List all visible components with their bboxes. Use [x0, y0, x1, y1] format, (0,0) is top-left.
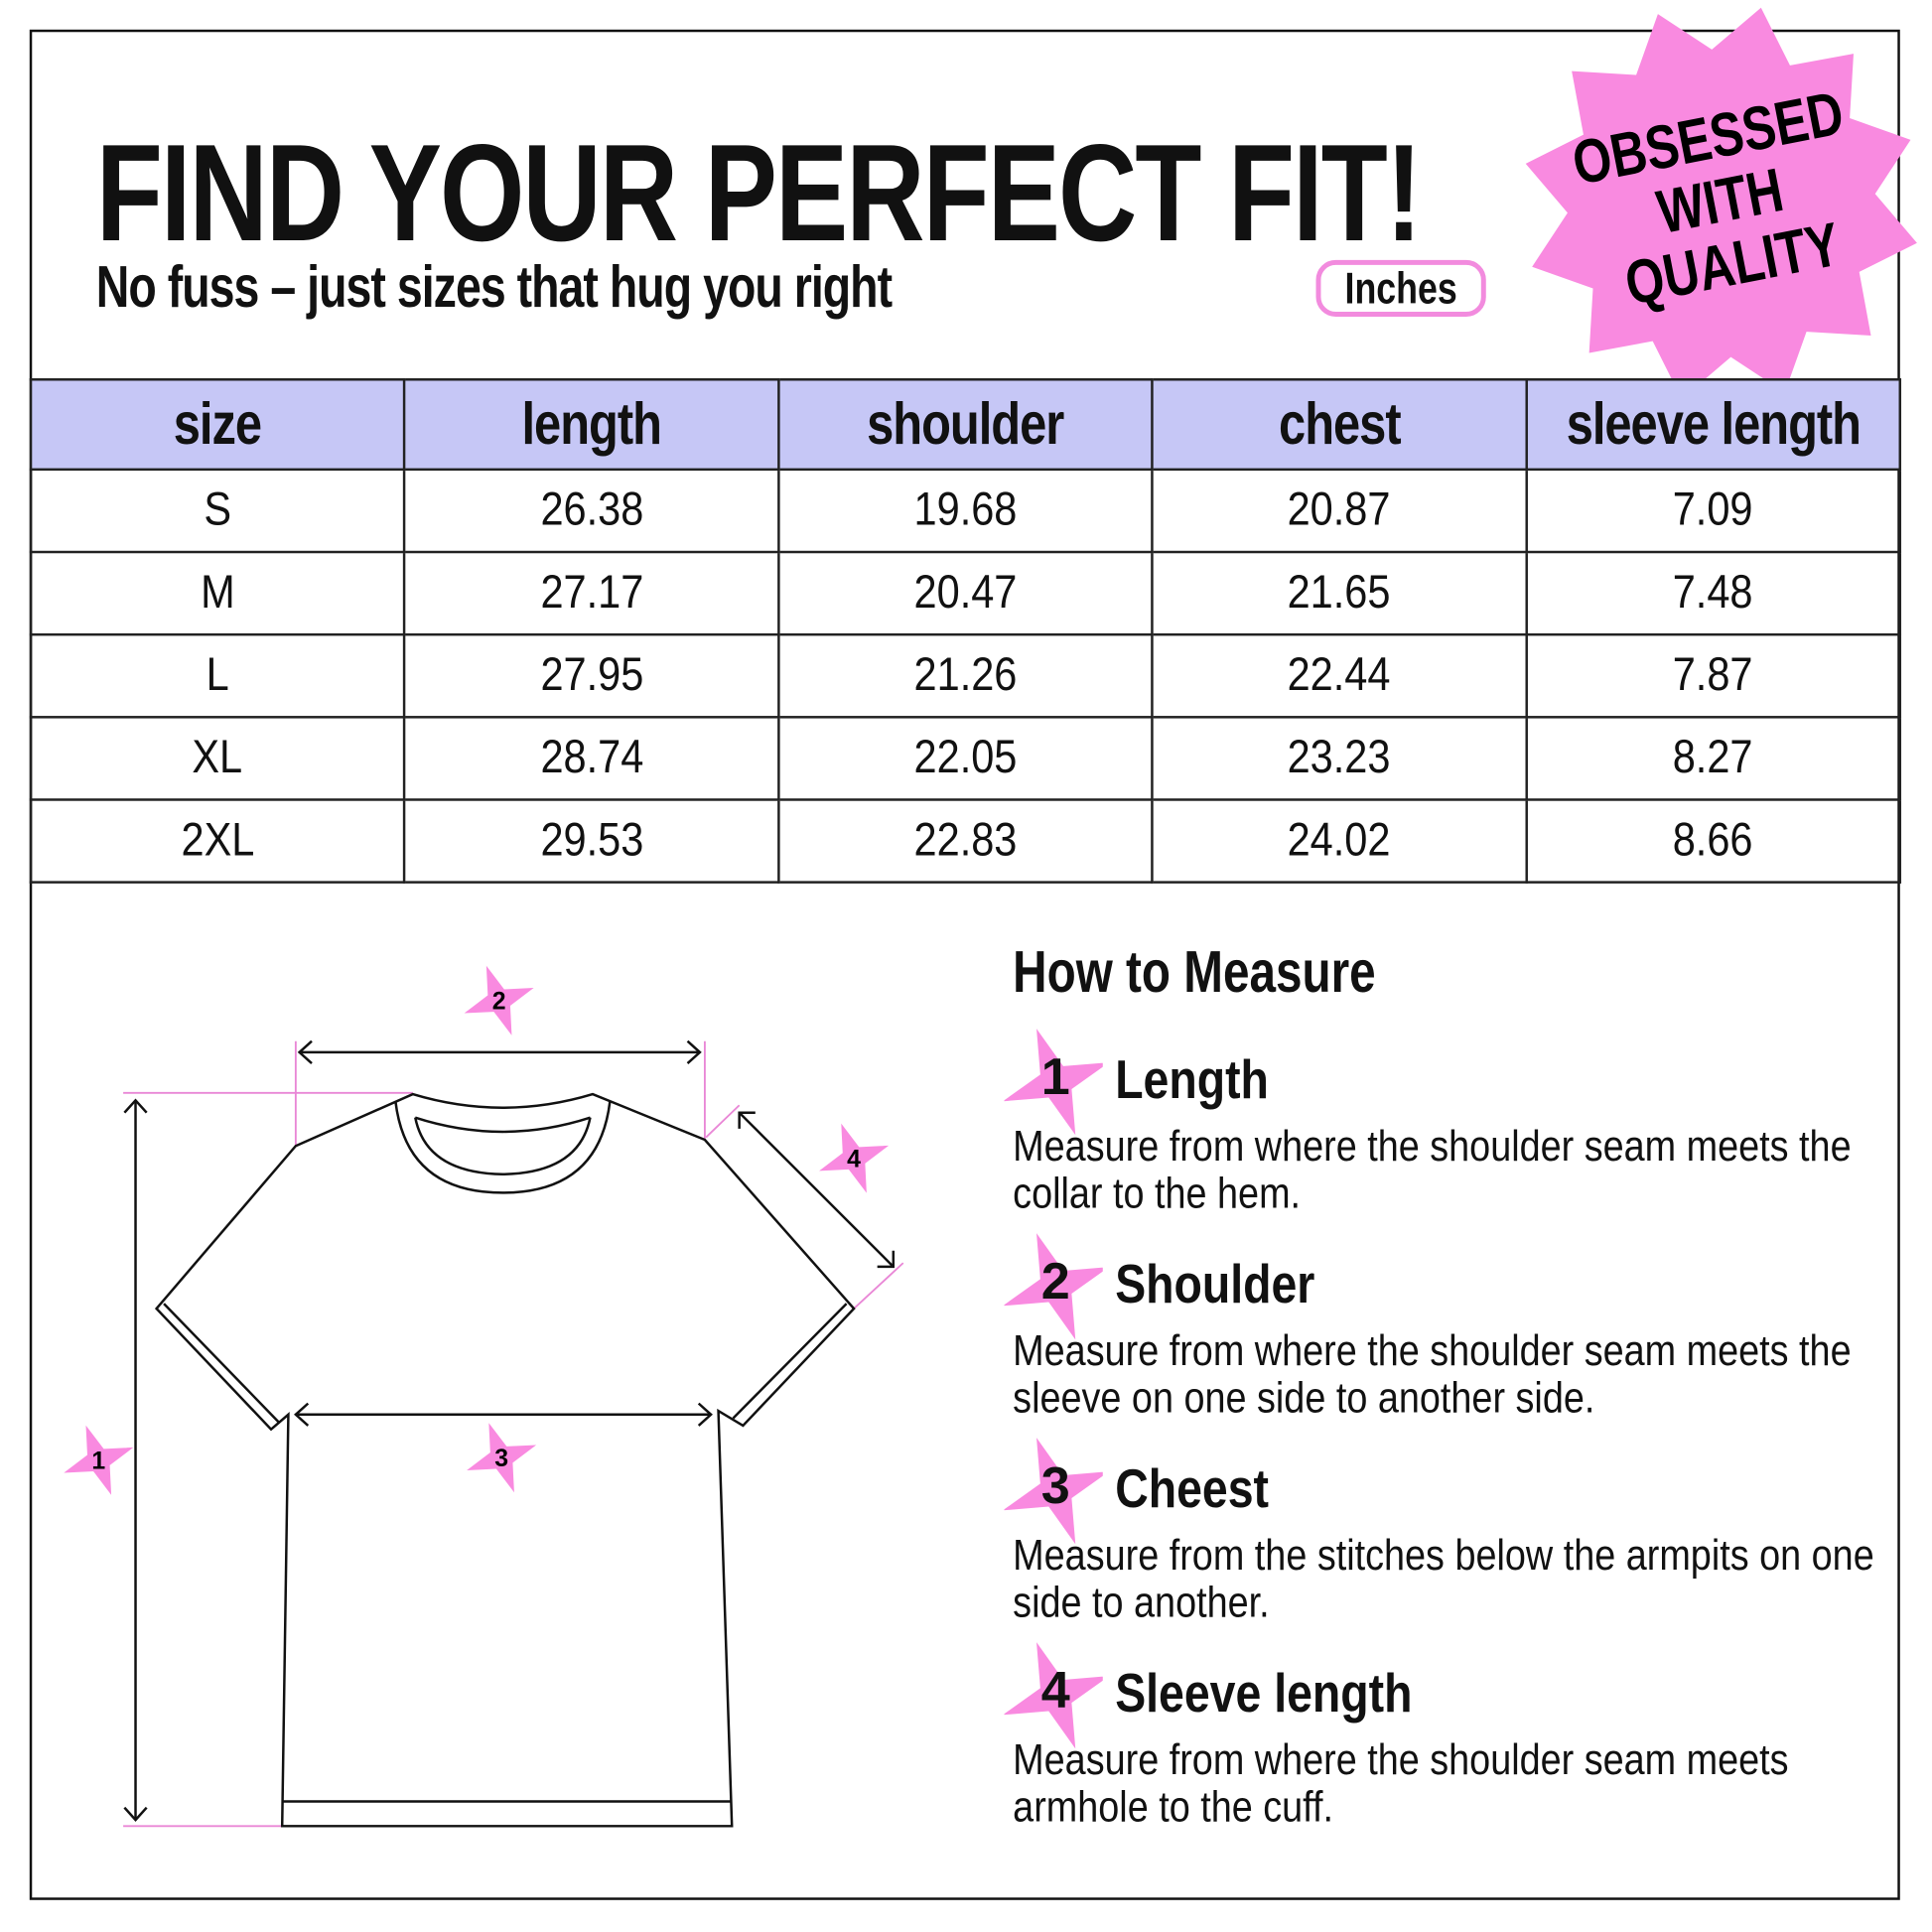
step-title: Sleeve length — [1115, 1663, 1413, 1725]
marker-star-1: 1 — [64, 1425, 134, 1495]
table-cell: 7.09 — [1524, 468, 1902, 554]
table-cell: 8.66 — [1524, 798, 1902, 884]
table-cell: 26.38 — [403, 468, 780, 554]
table-cell: 27.17 — [403, 550, 780, 636]
step-number: 2 — [1040, 1251, 1070, 1311]
step-number: 4 — [1040, 1661, 1070, 1720]
step-number: 1 — [1040, 1046, 1070, 1106]
table-header-row: size length shoulder chest sleeve length — [29, 378, 1902, 472]
tshirt-diagram: 1 2 3 4 — [64, 965, 904, 1828]
step-title: Shoulder — [1115, 1254, 1315, 1315]
unit-badge: Inches — [1315, 259, 1486, 317]
how-to-title: How to Measure — [1013, 939, 1376, 1006]
chart-frame — [29, 29, 1900, 1900]
star-icon — [64, 1425, 134, 1495]
marker-number: 4 — [847, 1146, 861, 1173]
starburst-shape — [1525, 7, 1917, 399]
page-subtitle: No fuss – just sizes that hug you right — [95, 254, 893, 321]
table-row: S 26.38 19.68 20.87 7.09 — [29, 468, 1902, 554]
table-cell: M — [29, 550, 406, 636]
table-cell: 21.65 — [1151, 550, 1528, 636]
column-header: length — [403, 378, 780, 472]
table-cell: S — [29, 468, 406, 554]
table-cell: 27.95 — [403, 632, 780, 719]
table-cell: 19.68 — [776, 468, 1154, 554]
step-star-icon — [1004, 1029, 1103, 1136]
table-cell: 20.47 — [776, 550, 1154, 636]
table-cell: 24.02 — [1151, 798, 1528, 884]
step-description: Measure from the stitches below the armp… — [1013, 1531, 1874, 1627]
table-row: XL 28.74 22.05 23.23 8.27 — [29, 716, 1902, 801]
table-cell: 8.27 — [1524, 716, 1902, 801]
table-cell: 22.44 — [1151, 632, 1528, 719]
guide-lines — [123, 1040, 904, 1828]
table-cell: 20.87 — [1151, 468, 1528, 554]
marker-star-2: 2 — [464, 965, 534, 1035]
table-cell: 29.53 — [403, 798, 780, 884]
table-cell: XL — [29, 716, 406, 801]
step-description: Measure from where the shoulder seam mee… — [1013, 1326, 1852, 1423]
table-row: 2XL 29.53 22.83 24.02 8.66 — [29, 798, 1902, 884]
step-number: 3 — [1040, 1455, 1070, 1515]
column-header: shoulder — [776, 378, 1154, 472]
table-row: M 27.17 20.47 21.65 7.48 — [29, 550, 1902, 636]
table-cell: 23.23 — [1151, 716, 1528, 801]
column-header: size — [29, 378, 406, 472]
table-cell: L — [29, 632, 406, 719]
step-star-icon — [1004, 1233, 1103, 1340]
table-cell: 2XL — [29, 798, 406, 884]
measure-arrows — [123, 1039, 896, 1822]
table-cell: 22.05 — [776, 716, 1154, 801]
table-cell: 7.87 — [1524, 632, 1902, 719]
star-icon — [819, 1123, 890, 1193]
step-description: Measure from where the shoulder seam mee… — [1013, 1122, 1852, 1218]
step-star-icon — [1004, 1438, 1103, 1545]
marker-number: 1 — [91, 1448, 105, 1474]
column-header: chest — [1151, 378, 1528, 472]
quality-badge: OBSESSED WITH QUALITY — [1525, 7, 1917, 399]
table-row: L 27.95 21.26 22.44 7.87 — [29, 632, 1902, 719]
marker-number: 2 — [492, 988, 506, 1015]
marker-star-4: 4 — [819, 1123, 890, 1193]
size-table: size length shoulder chest sleeve length… — [29, 378, 1902, 884]
step-description: Measure from where the shoulder seam mee… — [1013, 1735, 1789, 1832]
page-title: FIND YOUR PERFECT FIT! — [95, 115, 1423, 270]
star-icon — [464, 965, 534, 1035]
star-icon — [467, 1423, 537, 1493]
marker-star-3: 3 — [467, 1423, 537, 1493]
table-cell: 28.74 — [403, 716, 780, 801]
step-title: Cheest — [1115, 1458, 1269, 1520]
marker-number: 3 — [494, 1446, 508, 1472]
step-star-icon — [1004, 1642, 1103, 1749]
table-cell: 7.48 — [1524, 550, 1902, 636]
table-cell: 21.26 — [776, 632, 1154, 719]
table-cell: 22.83 — [776, 798, 1154, 884]
column-header: sleeve length — [1524, 378, 1902, 472]
step-title: Length — [1115, 1049, 1269, 1111]
